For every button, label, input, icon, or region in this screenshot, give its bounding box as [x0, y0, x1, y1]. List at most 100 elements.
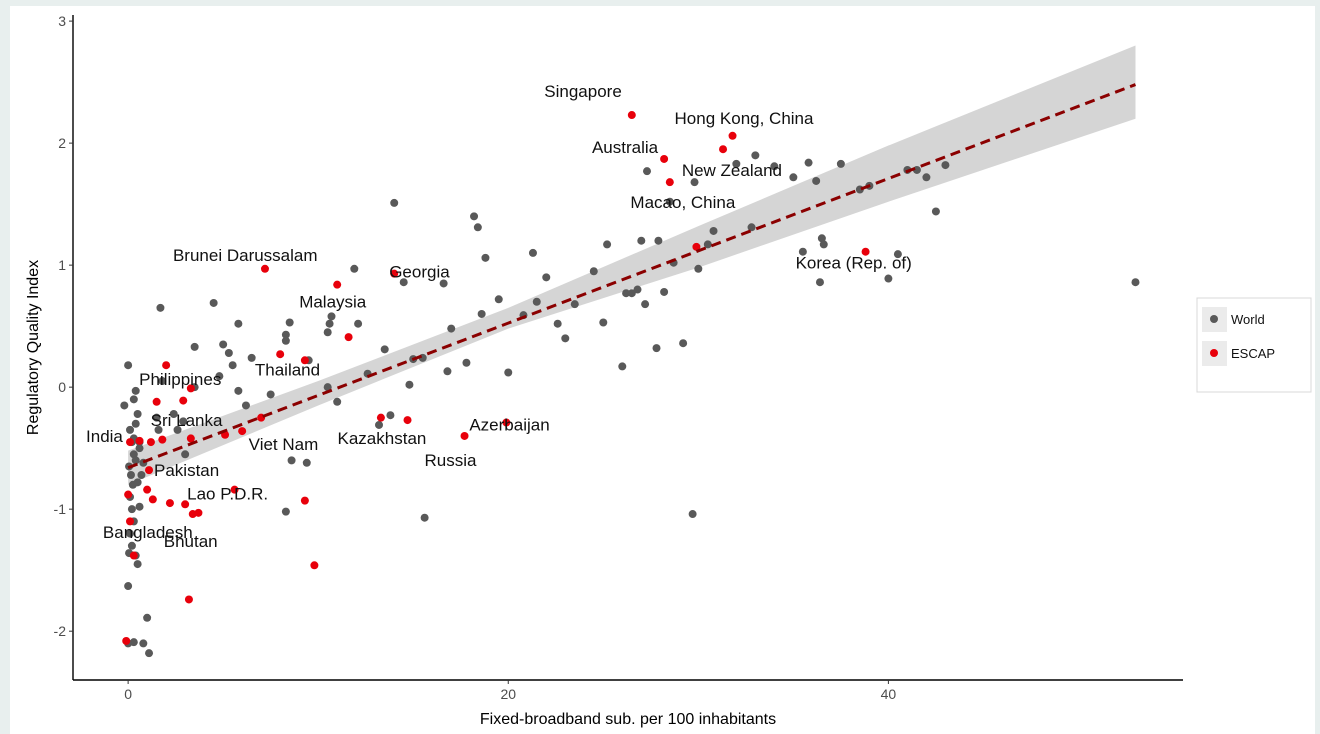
data-point-world: [228, 361, 237, 370]
data-point-world: [679, 339, 688, 348]
data-point-escap: [333, 280, 342, 289]
data-point-escap: [186, 384, 195, 393]
y-tick-label: 3: [58, 13, 66, 29]
data-point-world: [124, 582, 133, 591]
data-point-world: [209, 298, 218, 307]
data-point-escap: [162, 361, 171, 370]
data-point-escap: [194, 508, 203, 517]
data-point-world: [462, 358, 471, 367]
data-point-escap: [181, 500, 190, 509]
data-point-world: [152, 413, 161, 422]
data-point-world: [120, 401, 129, 410]
data-point-world: [798, 247, 807, 256]
data-point-world: [126, 529, 135, 538]
data-point-world: [439, 279, 448, 288]
y-tick-label: -2: [54, 623, 67, 639]
data-point-escap: [276, 350, 285, 359]
data-point-world: [405, 380, 414, 389]
point-label: Kazakhstan: [338, 429, 427, 448]
data-point-world: [137, 471, 146, 480]
data-point-world: [190, 342, 199, 351]
data-point-world: [817, 234, 826, 243]
data-point-world: [126, 471, 135, 480]
data-point-world: [589, 267, 598, 276]
data-point-world: [804, 158, 813, 167]
data-point-escap: [122, 636, 131, 645]
legend-swatch: [1210, 349, 1218, 357]
data-point-world: [247, 353, 256, 362]
trend-line: [127, 83, 1137, 470]
data-point-world: [618, 362, 627, 371]
data-point-world: [652, 344, 661, 353]
data-point-world: [375, 420, 384, 429]
point-label: Azerbaijan: [469, 416, 549, 435]
data-point-escap: [460, 431, 469, 440]
data-point-world: [133, 560, 142, 569]
data-point-world: [561, 334, 570, 343]
point-label: New Zealand: [682, 161, 782, 180]
y-tick-label: 1: [58, 257, 66, 273]
x-tick-label: 0: [124, 686, 132, 702]
data-point-world: [481, 253, 490, 262]
data-point-world: [570, 300, 579, 309]
data-point-world: [127, 541, 136, 550]
point-label: Australia: [592, 138, 659, 157]
data-point-world: [281, 336, 290, 345]
data-point-world: [124, 361, 133, 370]
point-label: Thailand: [255, 360, 320, 379]
data-point-world: [893, 250, 902, 259]
data-point-world: [941, 161, 950, 170]
data-point-world: [819, 240, 828, 249]
data-point-world: [266, 390, 275, 399]
data-point-world: [641, 300, 650, 309]
data-point-escap: [146, 438, 155, 447]
data-point-escap: [165, 499, 174, 508]
point-label: Georgia: [389, 263, 450, 282]
data-point-world: [709, 226, 718, 235]
point-label: India: [86, 427, 123, 446]
data-point-world: [751, 151, 760, 160]
data-point-escap: [124, 490, 133, 499]
data-point-world: [603, 240, 612, 249]
data-point-world: [354, 319, 363, 328]
confidence-band: [128, 45, 1136, 485]
data-point-escap: [728, 131, 737, 140]
data-point-escap: [238, 427, 247, 436]
data-point-world: [1131, 278, 1140, 287]
data-point-world: [470, 212, 479, 221]
data-point-world: [135, 502, 144, 511]
data-point-world: [234, 386, 243, 395]
data-point-world: [694, 264, 703, 273]
data-point-world: [131, 386, 140, 395]
data-point-world: [131, 456, 140, 465]
data-point-world: [815, 278, 824, 287]
data-point-world: [443, 367, 452, 376]
data-point-world: [931, 207, 940, 216]
data-point-world: [133, 478, 142, 487]
data-point-escap: [627, 111, 636, 120]
data-point-world: [126, 425, 135, 434]
data-point-world: [323, 328, 332, 337]
data-point-world: [224, 348, 233, 357]
legend-label: ESCAP: [1231, 346, 1275, 361]
series-escap: [122, 111, 870, 645]
data-point-world: [420, 513, 429, 522]
x-tick-label: 20: [500, 686, 516, 702]
data-point-world: [219, 340, 228, 349]
data-point-escap: [143, 485, 152, 494]
data-point-world: [665, 197, 674, 206]
data-point-world: [654, 236, 663, 245]
data-point-world: [789, 173, 798, 182]
y-tick-label: -1: [54, 501, 67, 517]
point-label: Philippines: [139, 370, 221, 389]
point-label: Korea (Rep. of): [796, 254, 912, 273]
data-point-world: [504, 368, 513, 377]
data-point-world: [154, 425, 163, 434]
data-point-world: [129, 395, 138, 404]
data-point-world: [143, 613, 152, 622]
data-point-escap: [184, 595, 193, 604]
data-point-escap: [129, 551, 138, 560]
data-point-world: [770, 162, 779, 171]
data-point-world: [127, 505, 136, 514]
data-point-world: [599, 318, 608, 327]
